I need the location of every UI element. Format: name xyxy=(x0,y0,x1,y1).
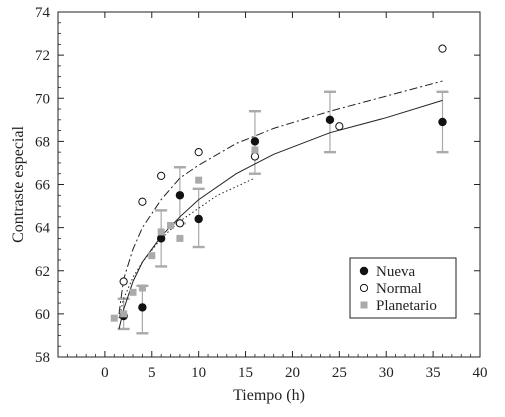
point-planetario xyxy=(157,228,165,236)
y-axis-title: Contraste especial xyxy=(10,126,27,243)
y-tick-label: 60 xyxy=(35,307,50,323)
y-tick-label: 72 xyxy=(35,48,50,64)
point-nueva xyxy=(325,115,335,125)
point-normal xyxy=(175,219,185,228)
legend-marker-nueva xyxy=(359,266,369,276)
point-planetario xyxy=(138,284,146,292)
point-normal xyxy=(138,197,147,206)
x-tick-label: 15 xyxy=(238,365,253,381)
point-planetario xyxy=(110,314,118,322)
x-tick-label: 0 xyxy=(101,365,109,381)
y-tick-label: 66 xyxy=(35,178,51,194)
point-nueva xyxy=(156,234,166,243)
legend-marker-planetario xyxy=(360,301,368,309)
axes-layer: 0 5 10 15 20 25 30 35 40 58 60 62 64 66 68 70 72 74 xyxy=(35,5,488,381)
x-tick-label: 25 xyxy=(332,365,347,381)
y-tick-label: 58 xyxy=(35,350,50,366)
x-tick-label: 40 xyxy=(473,365,488,381)
x-tick-label: 5 xyxy=(148,365,156,381)
legend-label: Planetario xyxy=(376,298,437,314)
markers-layer xyxy=(110,44,447,322)
legend-marker-normal xyxy=(359,283,369,293)
point-planetario xyxy=(120,310,128,318)
x-tick-label: 10 xyxy=(191,365,206,381)
fit-line-dotted xyxy=(118,177,256,319)
point-nueva xyxy=(138,303,147,312)
y-tick-label: 68 xyxy=(35,134,50,150)
point-normal xyxy=(335,122,344,131)
point-planetario xyxy=(195,176,203,184)
y-tick-label: 70 xyxy=(35,91,50,107)
point-planetario xyxy=(176,234,184,242)
point-nueva xyxy=(194,214,203,224)
y-tick-label: 62 xyxy=(35,264,50,280)
point-planetario xyxy=(148,252,156,260)
point-normal xyxy=(119,277,128,286)
y-tick-label: 64 xyxy=(35,221,51,237)
point-normal xyxy=(194,148,203,157)
point-nueva xyxy=(250,137,260,146)
point-planetario xyxy=(251,146,259,154)
point-planetario xyxy=(129,288,137,296)
point-nueva xyxy=(175,191,185,200)
x-tick-label: 20 xyxy=(285,365,300,381)
point-normal xyxy=(157,171,166,180)
x-tick-label: 35 xyxy=(426,365,441,381)
y-tick-label: 74 xyxy=(35,5,51,21)
point-planetario xyxy=(167,221,175,229)
x-tick-label: 30 xyxy=(379,365,394,381)
legend-label: Nueva xyxy=(376,264,415,280)
fit-line-dashdot xyxy=(118,80,443,314)
point-normal xyxy=(438,44,447,53)
point-normal xyxy=(250,152,260,161)
legend-label: Normal xyxy=(376,281,422,297)
x-axis-title: Tiempo (h) xyxy=(233,387,305,404)
point-nueva xyxy=(438,117,447,127)
